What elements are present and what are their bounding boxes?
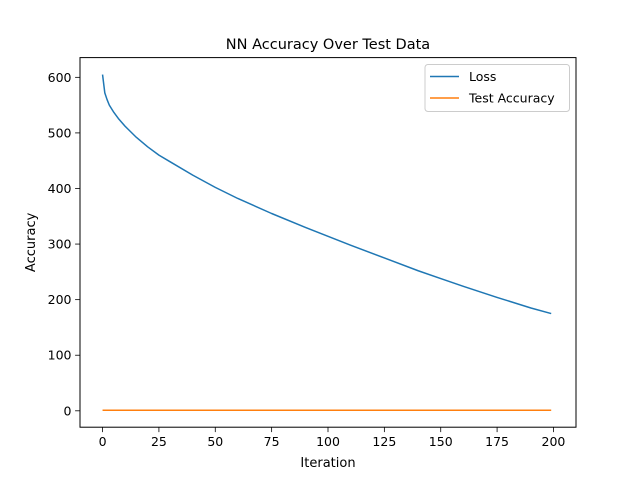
x-tick-label: 150 bbox=[429, 434, 453, 449]
x-tick-label: 175 bbox=[485, 434, 509, 449]
y-tick-label: 600 bbox=[48, 70, 72, 85]
series-layer bbox=[101, 74, 552, 411]
legend-box bbox=[424, 64, 570, 112]
x-tick-label: 200 bbox=[542, 434, 566, 449]
x-tick-label: 100 bbox=[316, 434, 340, 449]
y-axis-label: Accuracy bbox=[24, 212, 39, 272]
x-axis-label: Iteration bbox=[300, 456, 355, 471]
series-line-0 bbox=[101, 74, 552, 315]
legend-label-0: Loss bbox=[469, 69, 496, 84]
plot-frame bbox=[79, 57, 577, 428]
legend: Loss Test Accuracy bbox=[424, 64, 570, 112]
x-tick-label: 50 bbox=[207, 434, 223, 449]
x-axis: 0 25 50 75 100 125 150 175 200 bbox=[99, 427, 566, 449]
legend-label-1: Test Accuracy bbox=[468, 91, 555, 106]
y-tick-label: 100 bbox=[48, 348, 72, 363]
x-tick-label: 25 bbox=[151, 434, 167, 449]
y-tick-label: 300 bbox=[48, 237, 72, 252]
y-axis: 0 100 200 300 400 500 600 bbox=[48, 70, 80, 418]
y-tick-label: 0 bbox=[64, 403, 72, 418]
y-tick-label: 400 bbox=[48, 181, 72, 196]
x-tick-label: 75 bbox=[264, 434, 280, 449]
y-tick-label: 500 bbox=[48, 125, 72, 140]
x-tick-label: 0 bbox=[99, 434, 107, 449]
y-tick-label: 200 bbox=[48, 292, 72, 307]
chart-title: NN Accuracy Over Test Data bbox=[226, 37, 430, 53]
x-tick-label: 125 bbox=[372, 434, 396, 449]
